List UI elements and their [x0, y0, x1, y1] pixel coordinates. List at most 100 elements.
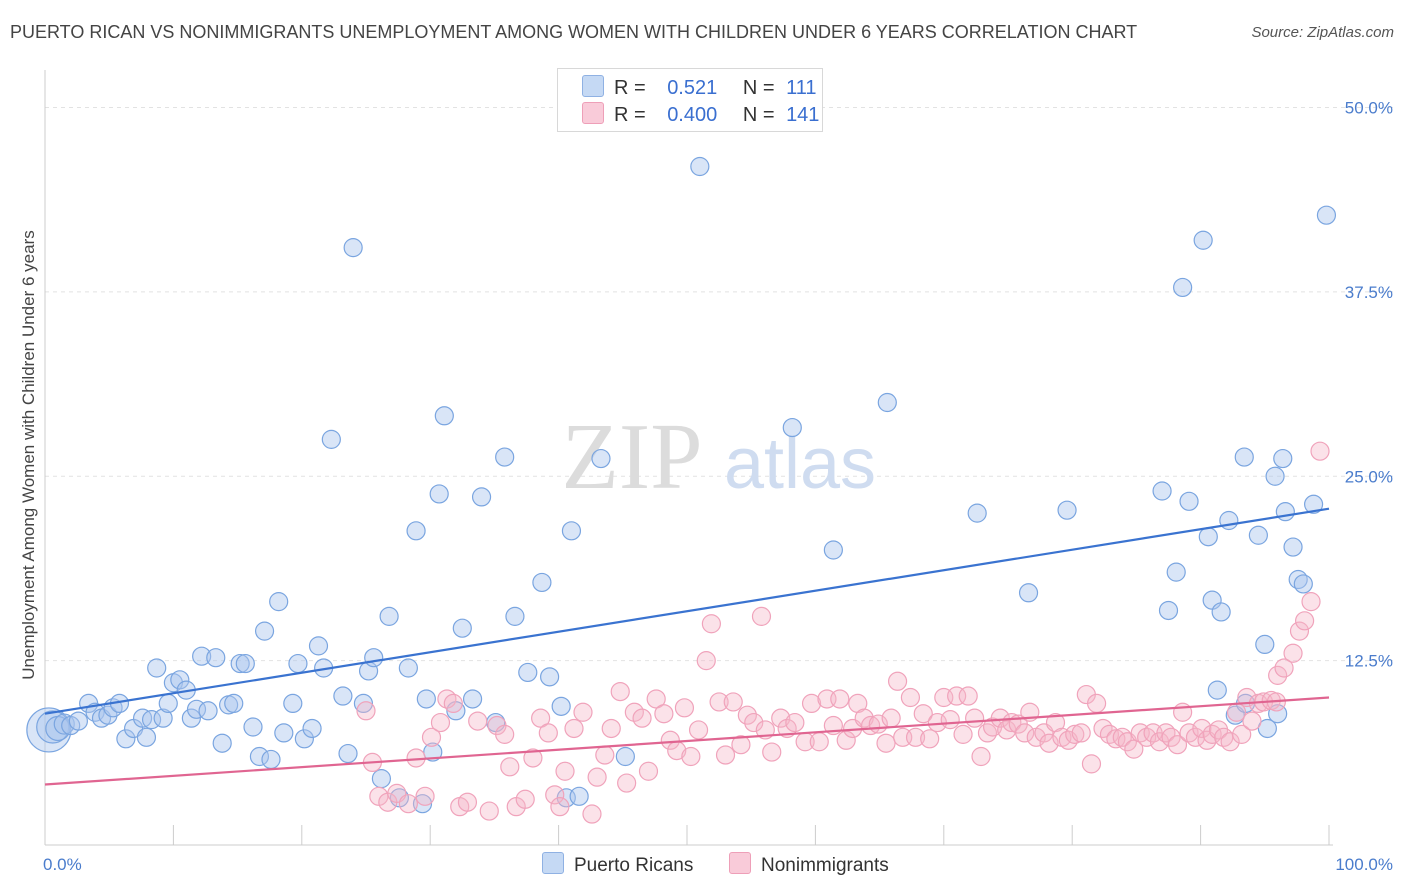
data-point	[1301, 592, 1321, 612]
data-point	[1086, 693, 1107, 714]
data-point	[887, 671, 908, 691]
data-point	[1106, 729, 1126, 749]
data-point	[1257, 718, 1277, 739]
data-point	[415, 786, 435, 806]
data-point	[977, 723, 998, 743]
data-point	[515, 789, 535, 809]
y-tick-label: 12.5%	[1345, 652, 1393, 671]
data-point	[1283, 537, 1303, 557]
data-point	[564, 718, 584, 739]
data-point	[1265, 466, 1285, 486]
watermark-atlas: atlas	[724, 424, 876, 504]
y-axis-label: Unemployment Among Women with Children U…	[19, 230, 38, 679]
data-point	[1275, 502, 1295, 522]
data-point	[1057, 500, 1077, 520]
data-point	[136, 727, 157, 747]
data-point	[416, 689, 436, 709]
legend-swatch-nonimmigrants	[729, 852, 751, 874]
data-point	[531, 708, 551, 728]
data-point	[249, 746, 270, 767]
data-point	[1179, 491, 1199, 511]
data-point	[518, 662, 538, 683]
data-point	[723, 692, 743, 712]
data-point	[423, 742, 443, 762]
data-point	[971, 746, 991, 767]
data-point	[532, 572, 552, 593]
data-point	[1161, 727, 1181, 747]
data-point	[1198, 527, 1218, 547]
data-point	[398, 794, 418, 814]
data-point	[1207, 680, 1227, 700]
legend-swatch-puerto-ricans	[542, 852, 564, 874]
data-point	[1310, 441, 1330, 461]
data-point	[192, 646, 212, 666]
data-point	[601, 718, 621, 739]
data-point	[379, 606, 399, 626]
data-point	[421, 727, 442, 747]
data-point	[1071, 723, 1091, 743]
data-point	[153, 708, 173, 728]
data-point	[545, 785, 565, 805]
data-point	[681, 746, 701, 767]
data-point	[591, 448, 611, 469]
legend-n-value-nonimmigrants: 141	[786, 104, 820, 126]
data-point	[294, 729, 314, 749]
data-point	[632, 708, 652, 728]
data-point	[235, 653, 255, 674]
data-point	[406, 521, 426, 541]
axes	[44, 70, 1333, 846]
data-point	[308, 636, 329, 656]
grid-lines	[45, 107, 1393, 662]
data-point	[495, 447, 515, 467]
data-point	[1273, 448, 1293, 469]
data-point	[1158, 600, 1179, 621]
data-point	[495, 724, 515, 744]
data-point	[771, 708, 791, 728]
data-point	[638, 761, 659, 781]
data-point	[1289, 621, 1310, 641]
data-point	[36, 710, 70, 744]
data-point	[224, 693, 244, 714]
data-point	[1316, 205, 1337, 225]
data-point	[1268, 665, 1288, 685]
legend-n-label: N =	[742, 104, 775, 126]
legend-item-nonimmigrants[interactable]: Nonimmigrants	[729, 852, 889, 877]
data-point	[1220, 732, 1240, 752]
data-point	[261, 749, 281, 770]
data-point	[116, 729, 136, 749]
legend-swatch-nonimmigrants	[582, 102, 604, 124]
data-point	[947, 686, 967, 706]
data-point	[500, 757, 520, 777]
legend-r-value-puerto-ricans: 0.521	[667, 77, 718, 99]
data-point	[462, 689, 483, 709]
tick-labels: 12.5% 25.0% 37.5% 50.0% 0.0% 100.0%	[43, 99, 1393, 875]
legend-item-puerto-ricans[interactable]: Puerto Ricans	[542, 852, 693, 877]
data-point	[288, 653, 308, 674]
data-point	[1232, 724, 1252, 744]
data-point	[230, 653, 250, 674]
data-point	[1018, 583, 1039, 603]
y-tick-label: 25.0%	[1345, 467, 1393, 486]
data-point	[696, 651, 716, 671]
data-point	[430, 712, 451, 733]
data-point	[762, 742, 782, 762]
data-point	[861, 715, 881, 736]
data-point	[269, 592, 289, 612]
data-point	[1234, 447, 1254, 467]
data-point	[1242, 711, 1262, 731]
data-point	[617, 773, 637, 793]
data-point	[1173, 277, 1193, 298]
data-point	[965, 708, 985, 728]
data-point	[1303, 494, 1324, 514]
data-point	[809, 732, 829, 752]
data-point	[1211, 602, 1231, 622]
data-point	[538, 723, 558, 743]
data-point	[587, 767, 607, 787]
data-point	[1015, 723, 1035, 743]
data-point	[958, 686, 978, 706]
data-point	[709, 692, 729, 712]
legend-label-nonimmigrants: Nonimmigrants	[761, 855, 889, 876]
data-point	[615, 746, 635, 767]
stats-legend: R = 0.521 N = 111 R = 0.400 N = 141	[557, 68, 823, 132]
data-point	[1167, 735, 1188, 755]
